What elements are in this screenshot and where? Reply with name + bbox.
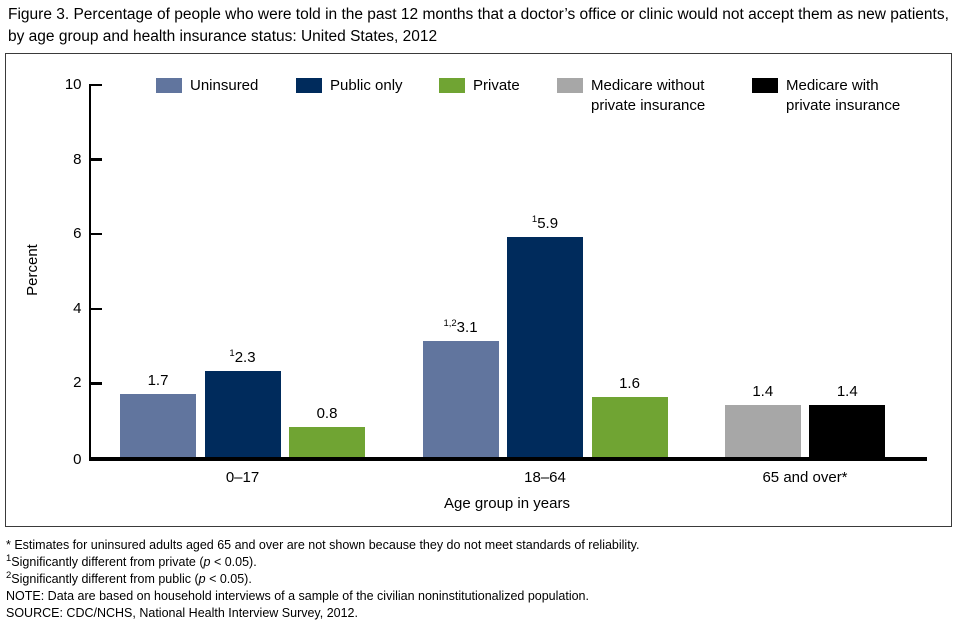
- legend-swatch-icon: [439, 78, 465, 93]
- bar-value-label: 1.4: [752, 382, 774, 400]
- bar: [289, 427, 365, 457]
- y-tick: [88, 83, 102, 87]
- bar-value-label: 12.3: [229, 348, 256, 367]
- y-tick-label: 4: [73, 299, 82, 317]
- footnote-text: Significantly different from private (: [11, 555, 204, 569]
- legend-item: Public only: [296, 76, 403, 96]
- legend-swatch-icon: [752, 78, 778, 93]
- chart-frame: Uninsured Public only Private Medicare with…: [5, 53, 952, 527]
- bar: [204, 371, 281, 457]
- legend-item: Private: [439, 76, 520, 96]
- bar-value-label: 0.8: [316, 405, 338, 423]
- y-tick-label: 2: [73, 374, 82, 392]
- bar: [591, 397, 668, 457]
- footnote-text: SOURCE: CDC/NCHS, National Health Interv…: [6, 606, 358, 620]
- y-tick-label: 6: [73, 225, 82, 243]
- bar-value-label: 1,23.1: [443, 318, 478, 337]
- footnote-line: NOTE: Data are based on household interv…: [6, 588, 639, 605]
- y-tick-label: 10: [64, 76, 82, 93]
- y-tick-label: 8: [73, 150, 82, 168]
- footnote-text: Significantly different from public (: [11, 572, 199, 586]
- y-tick: [88, 382, 102, 385]
- legend-item: Medicare without private insurance: [557, 76, 725, 115]
- footnote-line: 1Significantly different from private (p…: [6, 554, 639, 571]
- footnote-text: * Estimates for uninsured adults aged 65…: [6, 538, 640, 552]
- figure-title: Figure 3. Percentage of people who were …: [8, 6, 949, 45]
- legend-swatch-icon: [156, 78, 182, 93]
- footnote-text: NOTE: Data are based on household interv…: [6, 589, 589, 603]
- legend-item: Uninsured: [156, 76, 258, 96]
- legend-label: Medicare with private insurance: [786, 77, 901, 114]
- legend-swatch-icon: [296, 78, 322, 93]
- bar-value-label: 1.6: [619, 375, 640, 393]
- x-axis-title: Age group in years: [444, 495, 570, 512]
- bar: [724, 404, 801, 457]
- y-tick: [88, 158, 102, 161]
- legend-label: Private: [473, 77, 520, 94]
- y-tick: [88, 232, 102, 236]
- legend-item: Medicare with private insurance: [752, 76, 908, 115]
- footnote-line: SOURCE: CDC/NCHS, National Health Interv…: [6, 605, 639, 621]
- legend-label: Public only: [330, 77, 403, 94]
- footnotes: * Estimates for uninsured adults aged 65…: [6, 537, 639, 621]
- bar-value-label: 1.7: [147, 371, 169, 389]
- bar-label-superscript: 1: [229, 348, 235, 360]
- footnote-line: * Estimates for uninsured adults aged 65…: [6, 537, 639, 554]
- footnote-superscript: 1: [6, 552, 12, 564]
- y-tick-label: 0: [73, 451, 82, 468]
- legend-label: Medicare without private insurance: [591, 77, 706, 114]
- footnote-text: p: [198, 572, 206, 586]
- bar-label-superscript: 1: [531, 213, 538, 225]
- bar: [422, 341, 499, 457]
- legend-label: Uninsured: [190, 77, 259, 94]
- x-category-label: 0–17: [225, 469, 260, 486]
- bar: [507, 236, 583, 457]
- bar-value-label: 1.4: [836, 382, 858, 400]
- legend-swatch-icon: [557, 78, 583, 93]
- bar: [809, 404, 886, 457]
- footnote-text: < 0.05).: [205, 572, 252, 586]
- x-category-label: 18–64: [524, 469, 566, 486]
- x-axis-baseline: [88, 457, 927, 461]
- footnote-text: p: [203, 555, 211, 569]
- bar-value-label: 15.9: [531, 213, 559, 232]
- footnote-superscript: 2: [6, 569, 12, 581]
- bar-label-superscript: 1,2: [443, 318, 457, 330]
- x-category-label: 65 and over*: [762, 469, 848, 486]
- footnote-line: 2Significantly different from public (p …: [6, 571, 639, 588]
- y-axis-line: [88, 84, 91, 461]
- y-tick: [88, 307, 102, 311]
- bar: [120, 393, 196, 457]
- footnote-text: < 0.05).: [210, 555, 257, 569]
